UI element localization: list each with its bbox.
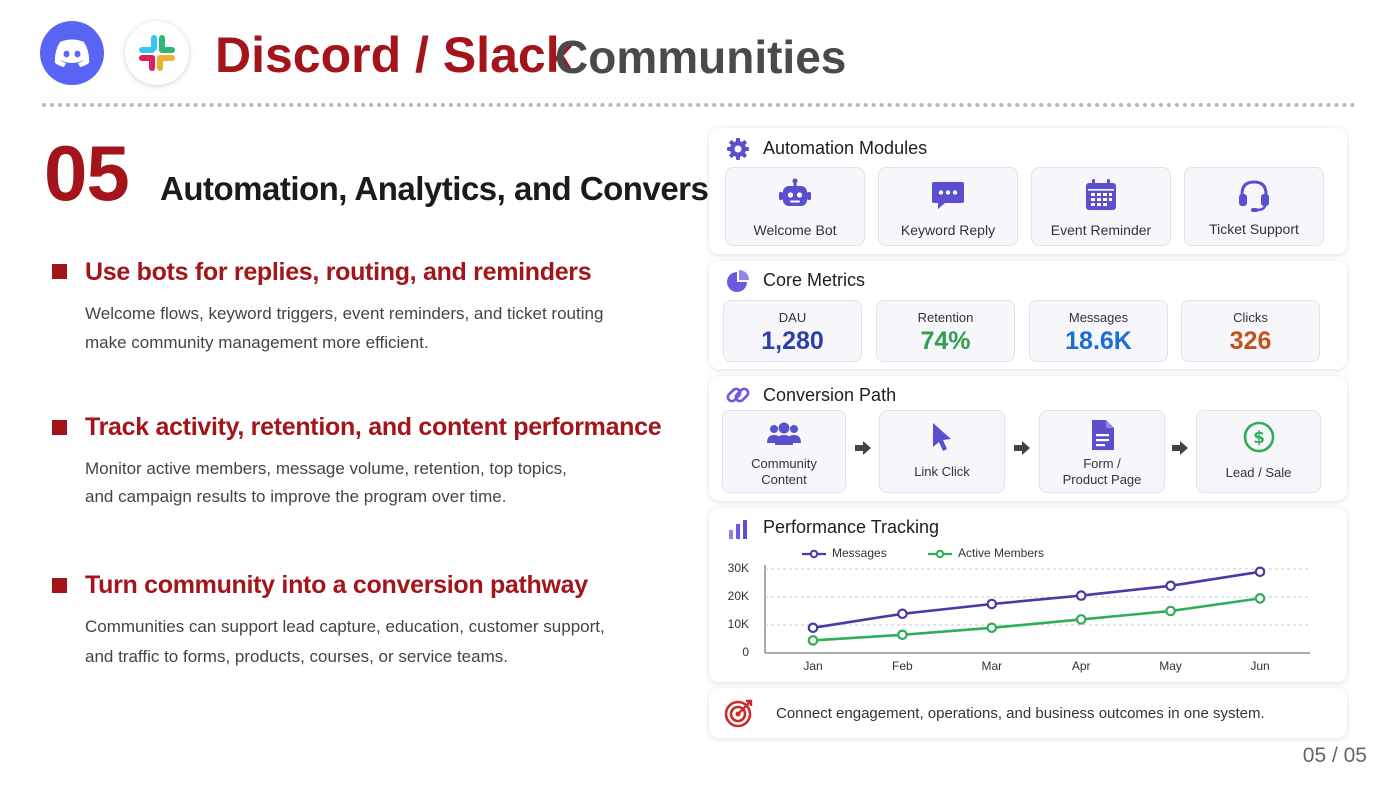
bullet-marker	[52, 420, 67, 435]
x-tick-label: Jun	[1250, 659, 1270, 673]
page-number: 05 / 05	[1302, 744, 1367, 767]
step-label: Lead / Sale	[1225, 465, 1292, 480]
dollar-icon: $	[1197, 421, 1320, 453]
bullet-text: and traffic to forms, products, courses,…	[85, 647, 508, 666]
y-tick-label: 10K	[727, 617, 749, 631]
legend-label: Messages	[832, 546, 887, 560]
step-label: Link Click	[914, 464, 970, 479]
section-title: Automation, Analytics, and Conversion	[160, 170, 757, 207]
x-tick-label: May	[1159, 659, 1182, 673]
bullet-text: make community management more efficient…	[85, 333, 429, 352]
conversion-path-panel: Conversion Path Community Content Link C…	[709, 376, 1347, 501]
conversion-step-community-content: Community Content	[722, 410, 846, 493]
header-divider	[42, 103, 1356, 107]
headset-icon	[1185, 178, 1323, 212]
bullet-text: Welcome flows, keyword triggers, event r…	[85, 304, 604, 323]
bullet-heading: Turn community into a conversion pathway	[85, 571, 588, 599]
legend-label: Active Members	[958, 546, 1045, 560]
bar-chart-icon	[725, 516, 751, 542]
metric-label: Retention	[917, 310, 974, 325]
step-label: Form / Product Page	[1062, 456, 1142, 487]
page-subtitle: Communities	[555, 31, 847, 83]
core-metrics-panel: Core Metrics DAU 1,280 Retention 74% Mes…	[709, 261, 1347, 369]
users-icon	[723, 421, 845, 447]
performance-tracking-panel: Performance Tracking	[709, 508, 1347, 682]
bullet-text: and campaign results to improve the prog…	[85, 487, 507, 506]
metric-card-clicks: Clicks 326	[1181, 300, 1320, 362]
metric-label: Clicks	[1233, 310, 1268, 325]
arrow-right-icon	[1171, 440, 1189, 461]
y-tick-label: 30K	[727, 561, 749, 575]
arrow-right-icon	[1013, 440, 1031, 461]
x-tick-label: Jan	[803, 659, 823, 673]
slack-logo	[125, 21, 189, 85]
bullet-heading: Use bots for replies, routing, and remin…	[85, 258, 592, 286]
slack-icon	[139, 35, 175, 71]
pie-chart-icon	[725, 268, 751, 294]
module-card-welcome-bot[interactable]: Welcome Bot	[725, 167, 865, 246]
panel-title: Core Metrics	[763, 270, 866, 290]
chat-bubble-icon	[879, 178, 1017, 212]
arrow-right-icon	[854, 440, 872, 461]
module-card-ticket-support[interactable]: Ticket Support	[1184, 167, 1324, 246]
bullet-marker	[52, 578, 67, 593]
panel-title: Automation Modules	[763, 138, 928, 158]
page-title: Discord / Slack	[215, 27, 574, 83]
x-tick-label: Apr	[1071, 659, 1091, 673]
module-card-event-reminder[interactable]: Event Reminder	[1031, 167, 1171, 246]
svg-text:$: $	[1253, 428, 1265, 448]
automation-modules-panel: Automation Modules Welcome Bot	[709, 128, 1347, 254]
step-label: Community Content	[751, 456, 817, 487]
x-tick-label: Mar	[981, 659, 1003, 673]
bullet-marker	[52, 264, 67, 279]
metric-card-messages: Messages 18.6K	[1029, 300, 1168, 362]
discord-logo	[40, 21, 104, 85]
panel-title: Performance Tracking	[763, 517, 940, 537]
document-icon	[1040, 419, 1164, 451]
module-card-keyword-reply[interactable]: Keyword Reply	[878, 167, 1018, 246]
gear-icon	[725, 136, 751, 162]
module-label: Welcome Bot	[753, 222, 837, 238]
bullet-heading: Track activity, retention, and content p…	[85, 413, 662, 441]
robot-icon	[726, 178, 864, 212]
bullet-text: Monitor active members, message volume, …	[85, 459, 567, 478]
metric-value: 74%	[920, 327, 971, 355]
footer-text: Connect engagement, operations, and busi…	[776, 705, 1265, 722]
metric-card-retention: Retention 74%	[876, 300, 1015, 362]
metric-value: 18.6K	[1065, 327, 1132, 355]
conversion-step-form-product-page: Form / Product Page	[1039, 410, 1165, 493]
section-number: 05	[44, 129, 130, 217]
module-label: Event Reminder	[1050, 222, 1152, 238]
discord-icon	[54, 39, 90, 67]
link-icon	[725, 382, 751, 408]
metric-label: Messages	[1068, 310, 1129, 325]
x-tick-label: Feb	[892, 659, 913, 673]
conversion-step-link-click: Link Click	[879, 410, 1005, 493]
footer-panel	[709, 688, 1347, 738]
y-tick-label: 0	[742, 645, 749, 659]
calendar-icon	[1032, 178, 1170, 212]
metric-value: 326	[1229, 327, 1272, 355]
panel-title: Conversion Path	[763, 385, 897, 405]
metric-label: DAU	[778, 310, 807, 325]
y-tick-label: 20K	[727, 589, 749, 603]
cursor-icon	[880, 421, 1004, 453]
conversion-step-lead-sale: $ Lead / Sale	[1196, 410, 1321, 493]
metric-value: 1,280	[761, 327, 824, 355]
metric-card-dau: DAU 1,280	[723, 300, 862, 362]
bullet-text: Communities can support lead capture, ed…	[85, 617, 605, 636]
target-icon	[724, 698, 754, 728]
module-label: Keyword Reply	[900, 222, 996, 238]
module-label: Ticket Support	[1209, 221, 1299, 237]
